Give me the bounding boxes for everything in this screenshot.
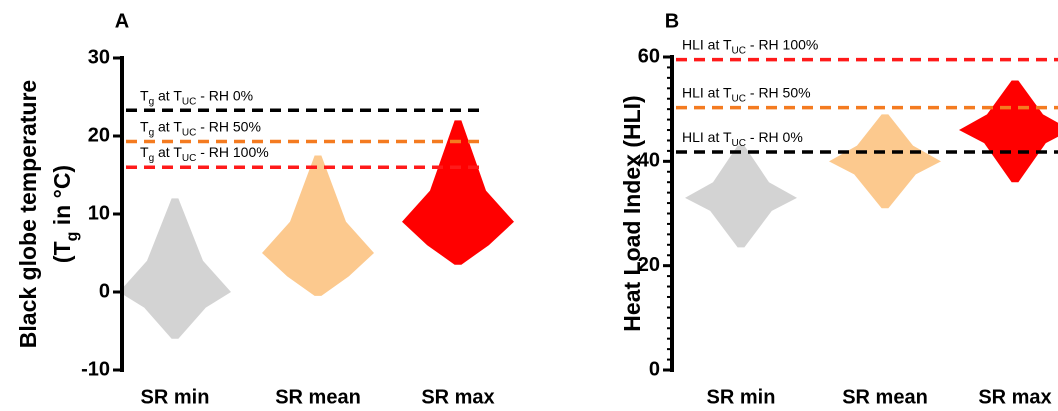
y-tick-label: 30 <box>88 46 110 68</box>
y-tick-label: 40 <box>638 150 660 172</box>
reference-label: HLI at TUC - RH 50% <box>682 84 811 104</box>
y-axis-label-part: in °C) <box>49 165 75 232</box>
y-tick-label: 60 <box>638 45 660 67</box>
reference-label: Tg at TUC - RH 0% <box>140 87 253 107</box>
x-tick-label: SR mean <box>275 386 361 408</box>
reference-label-part: UC <box>732 46 746 57</box>
reference-label-part: UC <box>732 94 746 105</box>
y-axis-label: Heat Load Index (HLI) <box>619 95 645 331</box>
y-tick-label: 20 <box>88 124 110 146</box>
reference-label: HLI at TUC - RH 0% <box>682 129 803 149</box>
y-tick-label: 10 <box>88 202 110 224</box>
reference-label-part: g <box>149 128 155 139</box>
reference-label-part: HLI at T <box>682 84 732 100</box>
x-tick-label: SR max <box>978 386 1051 408</box>
reference-label-part: HLI at T <box>682 129 732 145</box>
reference-label-part: - RH 50% <box>196 118 261 134</box>
y-tick-label: 0 <box>99 280 110 302</box>
reference-label-part: UC <box>182 128 196 139</box>
y-axis-label-part: (T <box>49 241 75 263</box>
violin <box>119 198 231 339</box>
reference-label-part: at T <box>154 87 182 103</box>
y-tick-label: -10 <box>81 358 110 380</box>
reference-label-part: T <box>140 144 149 160</box>
reference-label-part: - RH 100% <box>196 144 268 160</box>
reference-label-part: T <box>140 87 149 103</box>
x-tick-label: SR max <box>421 386 494 408</box>
y-tick-label: 0 <box>649 358 660 380</box>
reference-label-part: at T <box>154 144 182 160</box>
y-axis-label: (Tg in °C) <box>49 165 81 263</box>
reference-label-part: UC <box>182 153 196 164</box>
reference-label-part: at T <box>154 118 182 134</box>
x-tick-label: SR mean <box>842 386 928 408</box>
reference-label-part: g <box>149 153 155 164</box>
reference-label: Tg at TUC - RH 100% <box>140 144 269 164</box>
reference-label: HLI at TUC - RH 100% <box>682 36 818 56</box>
y-tick-label: 20 <box>638 254 660 276</box>
violin <box>262 155 374 296</box>
reference-label-part: - RH 50% <box>746 84 811 100</box>
reference-label-part: - RH 0% <box>746 129 803 145</box>
reference-label-part: UC <box>182 96 196 107</box>
y-axis-label-part: Heat Load Index (HLI) <box>619 95 645 331</box>
y-axis-label: Black globe temperature <box>15 80 41 348</box>
reference-label-part: T <box>140 118 149 134</box>
panel-label: B <box>665 10 679 32</box>
violin <box>959 80 1058 183</box>
reference-label-part: HLI at T <box>682 36 732 52</box>
reference-label: Tg at TUC - RH 50% <box>140 118 261 138</box>
y-axis-label-part: Black globe temperature <box>15 80 41 348</box>
reference-label-part: g <box>149 96 155 107</box>
violin <box>402 120 514 265</box>
reference-label-part: - RH 0% <box>196 87 253 103</box>
panel-label: A <box>115 10 129 32</box>
x-tick-label: SR min <box>141 386 210 408</box>
reference-label-part: UC <box>732 138 746 149</box>
y-axis-label-part: g <box>64 232 81 242</box>
violin <box>829 114 941 209</box>
reference-label-part: - RH 100% <box>746 36 818 52</box>
x-tick-label: SR min <box>707 386 776 408</box>
violin <box>685 145 797 248</box>
